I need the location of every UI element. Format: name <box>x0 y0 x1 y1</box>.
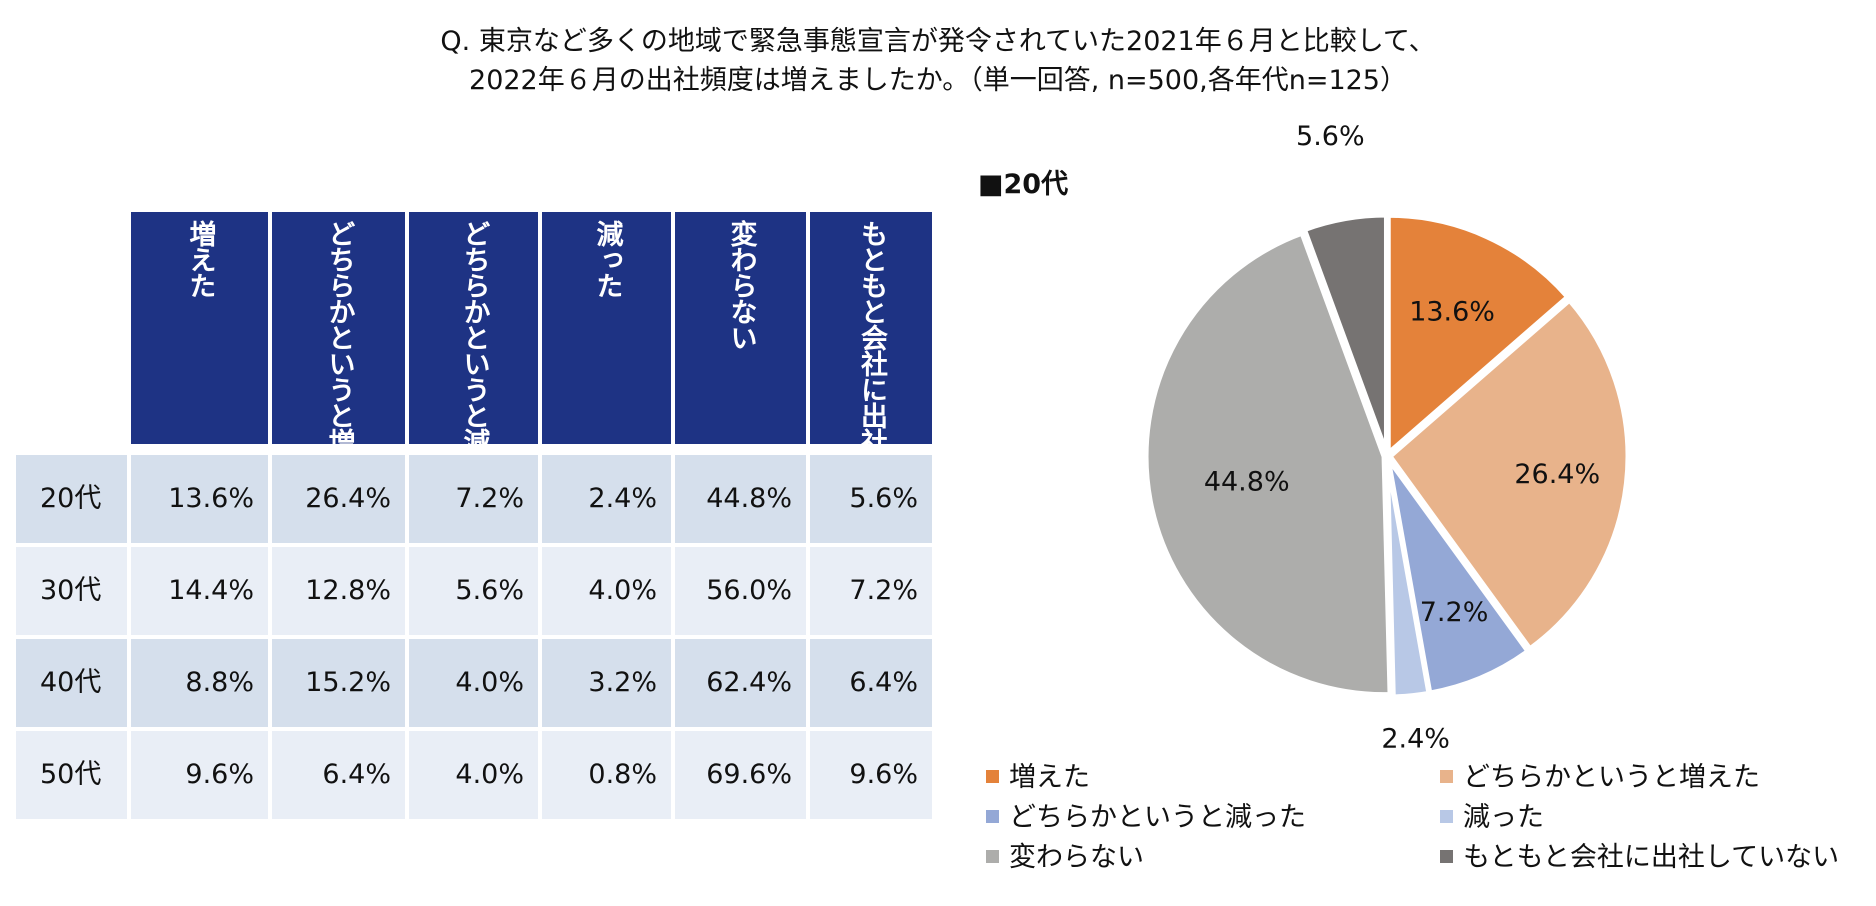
legend-swatch <box>986 850 999 863</box>
legend-swatch <box>1440 810 1453 823</box>
table-cell: 7.2% <box>409 455 538 543</box>
table-cell: 4.0% <box>409 731 538 819</box>
legend-swatch <box>986 770 999 783</box>
table-cell: 4.0% <box>542 547 671 635</box>
pie-slice <box>1385 212 1571 456</box>
pie-data-label: 2.4% <box>1381 724 1450 755</box>
table-cell: 5.6% <box>810 455 932 543</box>
pie-data-label: 7.2% <box>1420 597 1489 628</box>
pie-data-label: 44.8% <box>1204 466 1290 497</box>
table-cell: 14.4% <box>131 547 268 635</box>
table-header-cell: 変わらない <box>675 212 806 444</box>
legend-swatch <box>1440 850 1453 863</box>
legend-label: どちらかというと減った <box>1009 802 1306 833</box>
table-cell: 2.4% <box>542 455 671 543</box>
table-cell: 15.2% <box>272 639 405 727</box>
legend-label: どちらかというと増えた <box>1463 762 1760 793</box>
table-cell: 69.6% <box>675 731 806 819</box>
pie-slice <box>1301 212 1389 456</box>
table-cell: 5.6% <box>409 547 538 635</box>
row-label: 40代 <box>16 639 127 727</box>
pie-slice <box>1385 456 1531 696</box>
table-cell: 9.6% <box>810 731 932 819</box>
table-cell: 44.8% <box>675 455 806 543</box>
legend-item: どちらかというと増えた <box>1440 760 1760 796</box>
table-cell: 26.4% <box>272 455 405 543</box>
table-header-cell: 増えた <box>131 212 268 444</box>
pie-slice <box>1387 297 1631 652</box>
legend-label: 減った <box>1463 802 1544 833</box>
table-cell: 7.2% <box>810 547 932 635</box>
table-cell: 4.0% <box>409 639 538 727</box>
pie-slice <box>1384 456 1432 700</box>
legend-item: どちらかというと減った <box>986 800 1306 836</box>
pie-data-label: 5.6% <box>1296 121 1365 152</box>
legend-item: 増えた <box>986 760 1090 796</box>
title-line-1: Q. 東京など多くの地域で緊急事態宣言が発令されていた2021年６月と比較して、 <box>440 26 1436 57</box>
legend-label: もともと会社に出社していない <box>1463 842 1840 873</box>
table-cell: 12.8% <box>272 547 405 635</box>
table-cell: 56.0% <box>675 547 806 635</box>
legend-item: もともと会社に出社していない <box>1440 840 1839 876</box>
pie-data-label: 26.4% <box>1514 459 1600 490</box>
table-header-cell: 減った <box>542 212 671 444</box>
title-line-2: 2022年６月の出社頻度は増えましたか。（単一回答, n=500,各年代n=12… <box>469 65 1407 96</box>
row-label: 50代 <box>16 731 127 819</box>
table-cell: 62.4% <box>675 639 806 727</box>
table-header-cell: どちらかというと増えた <box>272 212 405 506</box>
legend-label: 増えた <box>1009 762 1090 793</box>
pie-slice <box>1143 230 1393 698</box>
table-cell: 3.2% <box>542 639 671 727</box>
legend-swatch <box>1440 770 1453 783</box>
header-label: 変わらない <box>725 220 757 350</box>
table-cell: 0.8% <box>542 731 671 819</box>
legend-swatch <box>986 810 999 823</box>
header-label: 減った <box>591 220 623 298</box>
table-cell: 6.4% <box>272 731 405 819</box>
table-cell: 9.6% <box>131 731 268 819</box>
table-cell: 8.8% <box>131 639 268 727</box>
table-cell: 13.6% <box>131 455 268 543</box>
header-label: 増えた <box>184 220 216 298</box>
table-cell: 6.4% <box>810 639 932 727</box>
legend-label: 変わらない <box>1009 842 1144 873</box>
row-label: 20代 <box>16 455 127 543</box>
chart-title: Q. 東京など多くの地域で緊急事態宣言が発令されていた2021年６月と比較して、… <box>0 22 1876 100</box>
pie-title: ■20代 <box>978 169 1069 200</box>
row-label: 30代 <box>16 547 127 635</box>
legend-item: 変わらない <box>986 840 1144 876</box>
pie-data-label: 13.6% <box>1409 297 1495 328</box>
legend-item: 減った <box>1440 800 1544 836</box>
